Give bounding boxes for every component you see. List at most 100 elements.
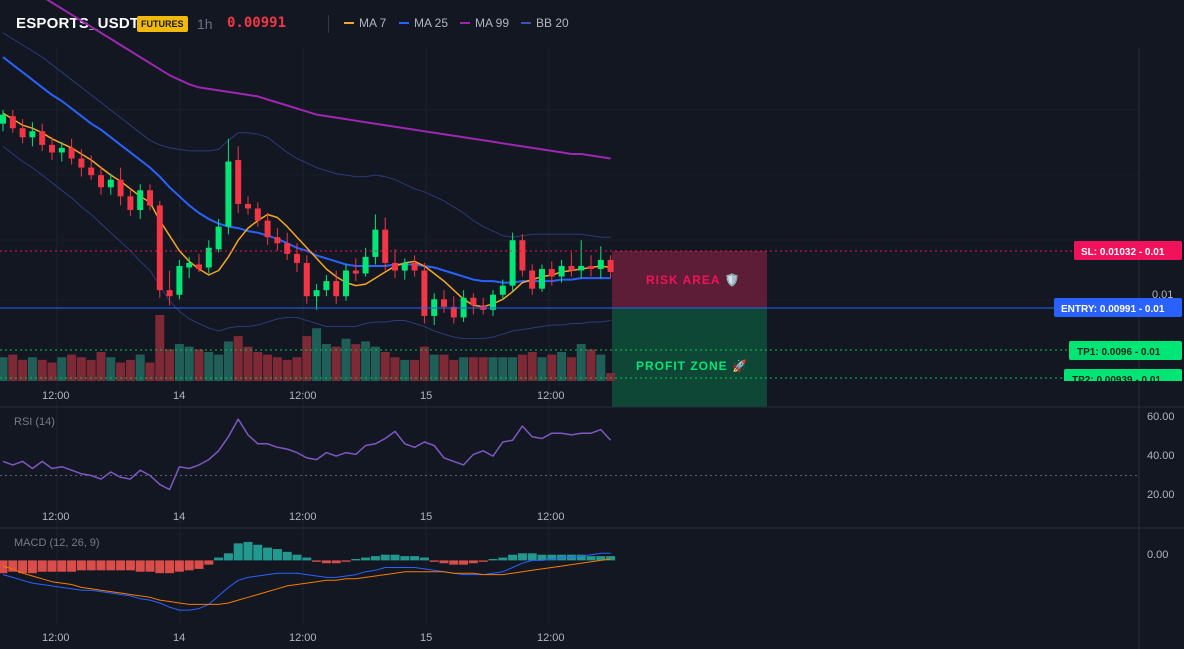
ma7-line xyxy=(2,112,611,308)
macd-hist-bar xyxy=(351,558,361,561)
rsi-axis-40: 40.00 xyxy=(1147,450,1175,462)
candle-body xyxy=(597,259,604,269)
ma7-swatch-icon xyxy=(344,22,354,24)
macd-time-label-4: 15 xyxy=(420,632,432,644)
time-axis-macd[interactable]: 12:00 14 12:00 15 12:00 xyxy=(42,632,565,644)
rsi-time-label-4: 15 xyxy=(420,511,432,523)
macd-hist-bar xyxy=(223,553,233,561)
rsi-title: RSI (14) xyxy=(14,416,55,428)
macd-hist-bar xyxy=(517,553,527,561)
tp1-tag[interactable]: TP1: 0.0096 - 0.01 xyxy=(1069,341,1182,360)
macd-hist-bar xyxy=(400,556,410,561)
volume-bar xyxy=(606,373,616,381)
candle-body xyxy=(441,299,447,307)
legend-bb20-label: BB 20 xyxy=(536,16,569,30)
macd-hist-bar xyxy=(165,560,175,574)
candle-body xyxy=(323,281,330,291)
candle-body xyxy=(0,114,6,124)
volume-bar xyxy=(263,354,273,381)
volume-bar xyxy=(86,359,96,381)
volume-bar xyxy=(204,351,214,381)
symbol-title[interactable]: ESPORTS_USDT xyxy=(16,15,140,32)
volume-bar xyxy=(184,346,194,381)
candle-body xyxy=(352,270,359,274)
legend-ma99-label: MA 99 xyxy=(475,16,510,30)
volume-bar xyxy=(243,346,253,381)
candle-body xyxy=(303,262,310,297)
entry-tag-bg xyxy=(1054,298,1182,317)
volume-bar xyxy=(370,346,380,381)
volume-bar xyxy=(0,357,8,381)
volume-bar xyxy=(429,354,439,381)
macd-hist-bar xyxy=(57,560,67,572)
macd-time-label-2: 14 xyxy=(173,632,185,644)
candle-body xyxy=(274,237,281,244)
macd-hist-bar xyxy=(498,557,508,561)
volume-bar xyxy=(106,357,116,381)
macd-hist-bar xyxy=(439,560,449,564)
macd-hist-bar xyxy=(233,543,243,561)
level-lines xyxy=(0,250,1139,379)
macd-hist-bar xyxy=(37,560,47,572)
volume-bar xyxy=(576,344,586,381)
risk-area-label: RISK AREA 🛡️ xyxy=(646,273,740,287)
candle-body xyxy=(519,240,526,271)
macd-hist-bar xyxy=(478,560,488,562)
volume-bar xyxy=(8,354,18,381)
macd-hist-bar xyxy=(96,560,106,571)
sl-tag[interactable]: SL: 0.01032 - 0.01 xyxy=(1074,241,1182,260)
candle-body xyxy=(205,247,212,268)
entry-tag[interactable]: ENTRY: 0.00991 - 0.01 xyxy=(1054,298,1182,317)
candle-body xyxy=(215,226,222,250)
macd-axis-zero: 0.00 xyxy=(1147,549,1168,561)
volume-bar xyxy=(47,362,57,381)
time-axis-main[interactable]: 12:00 14 12:00 15 12:00 xyxy=(42,390,565,402)
macd-hist-bar xyxy=(429,560,439,562)
macd-pane xyxy=(0,541,616,611)
candle-body xyxy=(127,196,134,210)
candle-body xyxy=(313,290,320,297)
macd-hist-bar xyxy=(263,547,273,561)
candle-body xyxy=(166,290,173,297)
candle-body xyxy=(411,262,418,271)
legend-ma7-label: MA 7 xyxy=(359,16,387,30)
rsi-pane xyxy=(0,418,1139,491)
candle-body xyxy=(588,265,594,269)
time-axis-rsi[interactable]: 12:00 14 12:00 15 12:00 xyxy=(42,511,565,523)
candle-body xyxy=(39,131,46,145)
macd-time-label-5: 12:00 xyxy=(537,632,565,644)
bollinger-bands xyxy=(2,32,611,340)
candle-body xyxy=(88,167,95,176)
risk-zone xyxy=(612,251,767,308)
legend-ma7[interactable]: MA 7 xyxy=(344,16,386,30)
candle-body xyxy=(19,128,26,138)
candle-body xyxy=(470,297,477,306)
macd-hist-bar xyxy=(341,560,351,562)
macd-hist-bar xyxy=(508,554,518,561)
time-label-3: 12:00 xyxy=(289,390,317,402)
legend-ma99[interactable]: MA 99 xyxy=(460,16,509,30)
macd-line xyxy=(2,552,611,611)
volume-bar xyxy=(302,336,312,381)
volume-bar xyxy=(194,349,204,381)
volume-bar xyxy=(321,344,331,381)
chart-background xyxy=(0,48,1184,649)
tp2-tag[interactable]: TP2: 0.00939 - 0.01 xyxy=(1064,369,1182,388)
profit-zone xyxy=(612,308,767,407)
candle-body xyxy=(607,259,614,273)
ma99-line xyxy=(45,0,611,160)
volume-bar xyxy=(145,362,155,381)
candle-body xyxy=(49,144,55,153)
volume-bar xyxy=(67,354,77,381)
volume-bar xyxy=(57,357,67,381)
candle-body xyxy=(29,131,36,138)
legend-ma25[interactable]: MA 25 xyxy=(399,16,448,30)
candle-body xyxy=(372,229,379,257)
legend-bb20[interactable]: BB 20 xyxy=(521,16,569,30)
volume-bar xyxy=(341,338,351,381)
timeframe-label[interactable]: 1h xyxy=(197,16,213,32)
candle-body xyxy=(548,268,555,277)
candle-body xyxy=(156,205,163,291)
volume-bar xyxy=(566,357,576,381)
